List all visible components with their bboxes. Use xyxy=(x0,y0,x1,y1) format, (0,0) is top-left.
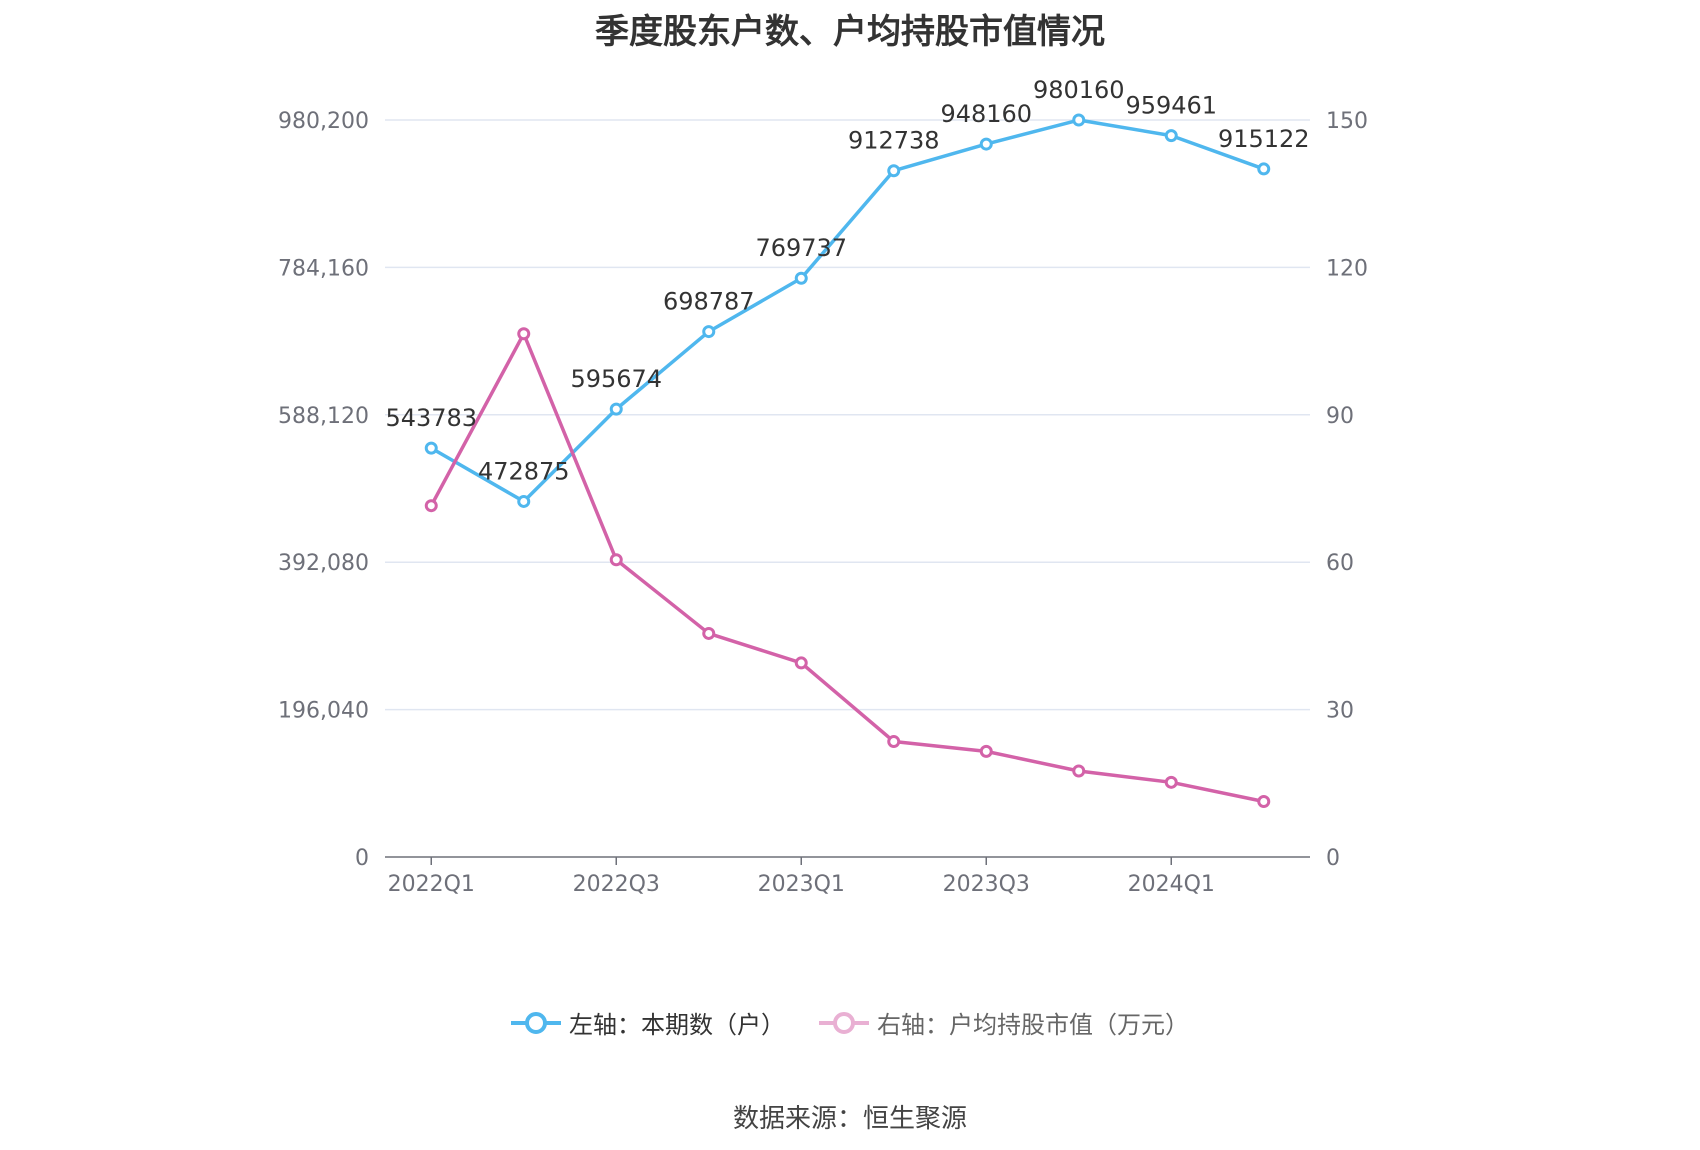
data-point xyxy=(702,626,716,640)
data-point xyxy=(424,499,438,513)
x-tick-label: 2023Q1 xyxy=(758,872,845,897)
axes: 0 0 196,040 30 392,080 60 588,120 90 784,160 120 9… xyxy=(278,109,1368,897)
data-point xyxy=(1164,775,1178,789)
data-point xyxy=(794,656,808,670)
data-point xyxy=(1072,764,1086,778)
data-label: 980160 xyxy=(1033,76,1125,104)
data-point xyxy=(517,327,531,341)
y-right-tick-label: 0 xyxy=(1326,846,1340,871)
data-label: 948160 xyxy=(940,100,1032,128)
legend: 左轴：本期数（户） 右轴：户均持股市值（万元） xyxy=(0,1005,1700,1040)
x-tick-label: 2022Q3 xyxy=(573,872,660,897)
series-line-2 xyxy=(429,331,1265,804)
legend-line-circle-icon xyxy=(819,1011,869,1034)
y-right-tick-label: 60 xyxy=(1326,551,1354,576)
y-right-tick-label: 150 xyxy=(1326,109,1368,134)
y-left-tick-label: 0 xyxy=(355,846,369,871)
series-lines xyxy=(429,118,1265,804)
y-right-tick-label: 90 xyxy=(1326,404,1354,429)
data-point xyxy=(424,441,438,455)
data-point xyxy=(1164,129,1178,143)
y-left-tick-label: 784,160 xyxy=(278,256,369,281)
data-label: 959461 xyxy=(1125,92,1217,120)
x-tick-label: 2022Q1 xyxy=(388,872,475,897)
data-label: 595674 xyxy=(570,365,662,393)
legend-item-market-value[interactable]: 右轴：户均持股市值（万元） xyxy=(819,1005,1189,1040)
data-point xyxy=(1257,794,1271,808)
data-point xyxy=(887,164,901,178)
grid-lines xyxy=(385,119,1310,711)
data-point xyxy=(1257,162,1271,176)
y-right-tick-label: 120 xyxy=(1326,256,1368,281)
series-line-1 xyxy=(430,118,1265,504)
data-label: 698787 xyxy=(663,288,755,316)
y-left-tick-label: 980,200 xyxy=(278,109,369,134)
data-point xyxy=(609,402,623,416)
data-label: 912738 xyxy=(848,127,940,155)
data-point xyxy=(702,325,716,339)
y-left-tick-label: 588,120 xyxy=(278,404,369,429)
y-left-tick-label: 392,080 xyxy=(278,551,369,576)
data-point xyxy=(609,553,623,567)
data-point xyxy=(1072,113,1086,127)
data-label: 472875 xyxy=(478,457,570,485)
data-point xyxy=(979,137,993,151)
data-label: 543783 xyxy=(385,404,477,432)
y-right-tick-label: 30 xyxy=(1326,699,1354,724)
y-left-tick-label: 196,040 xyxy=(278,699,369,724)
data-source: 数据来源：恒生聚源 xyxy=(732,1104,967,1134)
data-label: 915122 xyxy=(1218,125,1310,153)
series-points xyxy=(424,113,1271,808)
data-point xyxy=(517,494,531,508)
data-point xyxy=(794,271,808,285)
legend-item-households[interactable]: 左轴：本期数（户） xyxy=(511,1005,785,1040)
legend-label-households: 左轴：本期数（户） xyxy=(569,1011,785,1039)
x-tick-label: 2023Q3 xyxy=(943,872,1030,897)
chart-title: 季度股东户数、户均持股市值情况 xyxy=(595,12,1105,52)
data-point xyxy=(887,735,901,749)
legend-line-circle-icon xyxy=(511,1011,561,1034)
data-point xyxy=(979,744,993,758)
x-tick-label: 2024Q1 xyxy=(1128,872,1215,897)
legend-label-market-value: 右轴：户均持股市值（万元） xyxy=(877,1011,1189,1039)
data-label: 769737 xyxy=(755,234,847,262)
